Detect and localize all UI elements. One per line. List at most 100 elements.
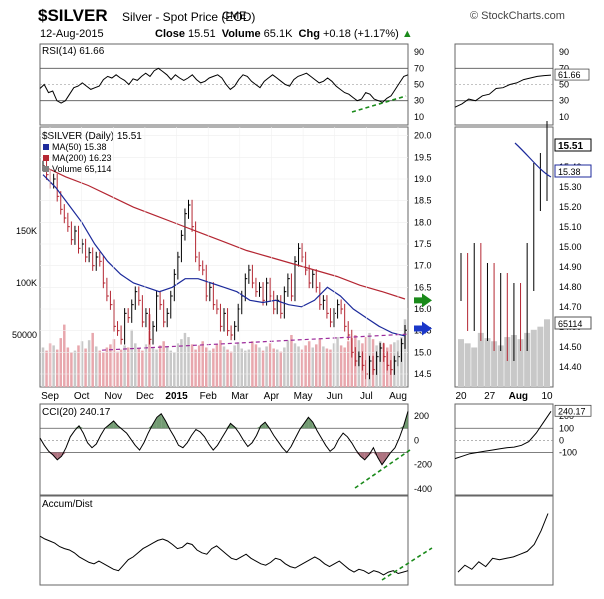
cci-overbought-fill [304,417,309,429]
volume-bar [66,347,70,387]
time-tick-label: Dec [136,391,154,402]
rsi-tick-label: 30 [414,96,424,106]
cci-inset-line [454,411,552,460]
time-tick-label: Mar [231,391,249,402]
volume-bar [87,340,91,387]
volume-bar [102,352,105,387]
cci-tick-label: 0 [414,435,419,445]
volume-bar [350,338,354,387]
volume-bar [59,338,62,387]
inset-price-tick-label: 15.00 [559,242,582,252]
cci-overbought-fill [226,423,231,429]
time-tick-label: 2015 [165,391,188,402]
price-tick-label: 18.5 [414,196,432,206]
ma50-badge [554,164,592,178]
volume-bar [286,340,290,387]
price-tick-label: 20.0 [414,131,432,141]
rsi-tick-label: 50 [414,80,424,90]
volume-bar [254,344,258,387]
volume-bar [240,348,243,387]
inset-time-tick-label: 27 [484,391,496,402]
volume-bar [119,349,123,387]
volume-bar [70,352,73,387]
volume-bar [272,348,275,387]
quote-summary: Close 15.51 Volume 65.1K Chg +0.18 (+1.1… [155,28,413,40]
volume-bar [258,347,261,387]
volume-bar [251,341,254,387]
cci-title: CCI(20) 240.17 [42,407,111,418]
volume-bar [343,347,346,387]
ma50-line [42,174,406,337]
close-label: Close [155,28,185,40]
rsi-inset-tick-label: 50 [559,80,569,90]
time-tick-label: Jun [327,391,343,402]
price-tick-label: 17.5 [414,239,432,249]
volume-bar [183,332,187,387]
inset-volume-bar [530,329,537,387]
inset-volume-bar [471,347,478,387]
volume-bar [229,351,233,387]
volume-bar [194,349,197,387]
chg-value: +0.18 (+1.17%) [323,28,399,40]
volume-bar [275,349,279,387]
stockcharts-logo: © StockCharts.com [470,10,565,22]
cci-overbought-fill [161,413,166,429]
inset-volume-bar [544,319,550,387]
volume-bar [155,349,158,387]
volume-bar [205,347,208,387]
legend-swatch [43,155,49,161]
volume-label: Volume [221,28,261,40]
inset-price-tick-label: 14.90 [559,262,582,272]
volume-bar [236,342,240,387]
support-trendline [101,333,409,351]
price-tick-label: 15.0 [414,347,432,357]
volume-bar [201,341,204,387]
volume-bar [109,344,112,387]
rsi-trendline [351,95,407,113]
inset-volume-bar [464,343,471,387]
chg-label: Chg [298,28,320,40]
cci-main-frame [39,403,409,496]
close-value: 15.51 [188,28,216,40]
inset-volume-bar [484,338,491,387]
cci-overbought-fill [156,413,162,429]
ma50-badge-label: 15.38 [558,167,581,177]
chart-date: 12-Aug-2015 [40,28,104,40]
volume-bar [315,344,318,387]
time-tick-label: Nov [104,391,122,402]
price-badge [554,138,592,152]
inset-time-tick-label: 20 [455,391,467,402]
volume-bar [52,345,55,387]
volume-bar [318,339,322,387]
time-tick-label: May [294,391,313,402]
volume-bar [45,350,48,387]
rsi-inset-line [454,74,552,108]
ad-inset-frame [454,495,554,586]
volume-bar [165,346,169,387]
volume-value: 65.1K [263,28,293,40]
rsi-inset-tick-label: 30 [559,96,569,106]
chart-layer: 10 10 30 30 50 50 70 70 90 90 RSI(14) 61.66 61.66 50… [12,46,592,581]
inset-volume-bar [491,341,498,387]
cci-inset-tick-label: -100 [559,448,577,458]
volume-bar [382,343,385,387]
volume-bar [158,345,162,387]
time-tick-label: Oct [74,391,90,402]
rsi-tick-label: 90 [414,47,424,57]
cci-overbought-fill [312,422,318,429]
cci-oversold-fill [360,452,365,460]
volume-bar [169,350,173,387]
rsi-title: RSI(14) 61.66 [42,46,105,57]
volume-bar [329,349,332,387]
volume-bar [332,343,336,387]
inset-volume-bar [517,339,524,387]
volume-bar [112,339,116,387]
volume-bar [325,348,329,387]
volume-bar [148,314,151,387]
ma200-line [42,165,406,300]
volume-bar [123,345,126,387]
volume-bar [84,348,87,387]
chart-exchange: CME [222,10,247,22]
cci-tick-label: -400 [414,484,432,494]
rsi-tick-label: 70 [414,63,424,73]
